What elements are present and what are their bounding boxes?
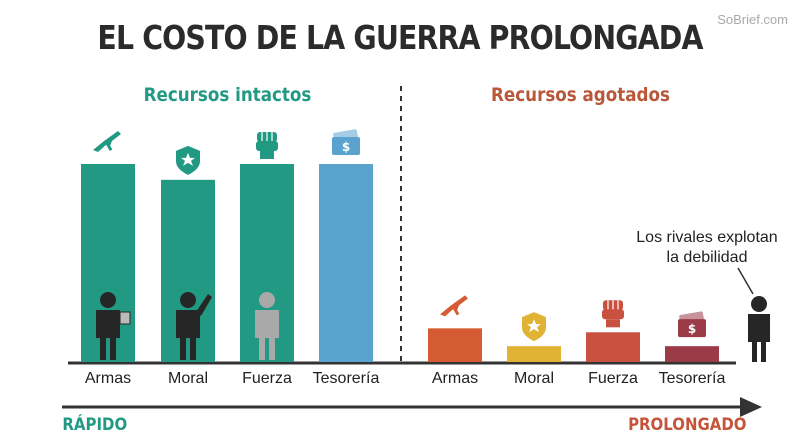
- svg-text:$: $: [342, 140, 350, 154]
- person-waving-icon: [176, 292, 212, 360]
- rifle-icon: [440, 295, 468, 317]
- bar-depleted-1: [428, 328, 482, 362]
- bar-depleted-2: [507, 346, 561, 362]
- money-icon: $: [678, 311, 706, 338]
- chart-title: EL COSTO DE LA GUERRA PROLONGADA: [97, 18, 703, 57]
- axis-start-label: RÁPIDO: [62, 415, 128, 435]
- rival-body: [748, 314, 770, 362]
- person-reading-icon: [96, 292, 131, 360]
- category-label-intact-2: Moral: [167, 370, 208, 387]
- time-axis-arrowhead: [740, 397, 762, 417]
- annotation-line-2: la debilidad: [666, 249, 748, 266]
- fist-icon: [602, 300, 624, 328]
- annotation: Los rivales explotan la debilidad: [622, 228, 792, 268]
- group-label-intact: Recursos intactos: [143, 84, 312, 106]
- rival-figure: [748, 296, 770, 362]
- shield-star-icon: [522, 312, 546, 342]
- annotation-pointer: [737, 267, 754, 295]
- category-label-depleted-3: Fuerza: [588, 370, 638, 387]
- group-label-depleted: Recursos agotados: [491, 84, 670, 106]
- money-icon: $: [332, 129, 360, 155]
- category-label-depleted-1: Armas: [431, 370, 479, 387]
- rival-head: [751, 296, 767, 312]
- bar-intact-4: [319, 164, 373, 362]
- watermark: SoBrief.com: [717, 12, 788, 27]
- svg-text:$: $: [688, 322, 696, 336]
- axis-end-label: PROLONGADO: [628, 415, 747, 435]
- category-label-depleted-2: Moral: [513, 370, 554, 387]
- bar-depleted-3: [586, 332, 640, 362]
- fist-icon: [256, 132, 278, 159]
- category-label-depleted-4: Tesorería: [658, 370, 726, 387]
- category-label-intact-4: Tesorería: [312, 370, 380, 387]
- rifle-icon: [93, 131, 121, 152]
- annotation-line-1: Los rivales explotan: [636, 229, 778, 246]
- person-standing-gray-icon: [255, 292, 279, 360]
- shield-star-icon: [176, 145, 200, 175]
- bar-depleted-4: [665, 346, 719, 362]
- category-label-intact-3: Fuerza: [242, 370, 292, 387]
- category-label-intact-1: Armas: [84, 370, 132, 387]
